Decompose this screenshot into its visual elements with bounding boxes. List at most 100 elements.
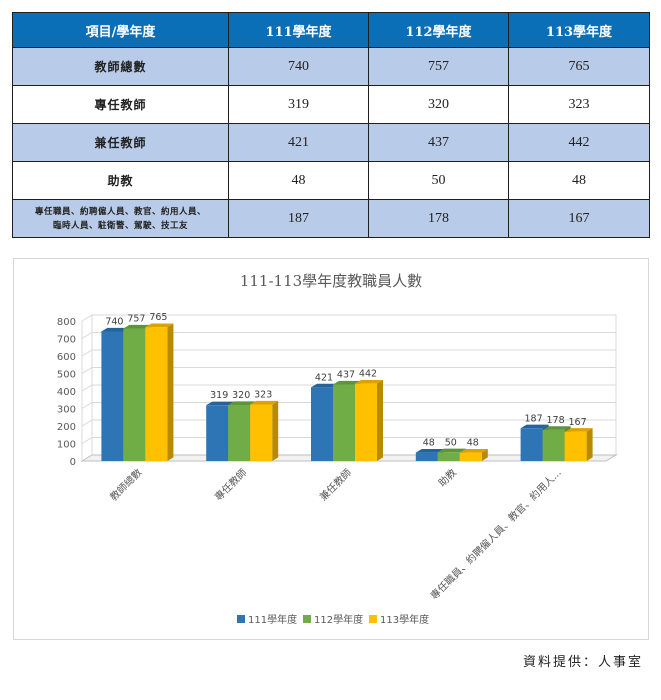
- bar-side: [377, 380, 383, 461]
- chart-container: 111-113學年度教職員人數 0 100 200 300 400 500 600 700 800…: [13, 258, 649, 640]
- y-tick-label: 800: [57, 317, 76, 328]
- cell-value: 320: [368, 85, 509, 124]
- y-tick-label: 400: [57, 387, 76, 398]
- chart-title: 111-113學年度教職員人數: [240, 272, 422, 290]
- bar-top: [250, 400, 279, 405]
- data-label: 323: [254, 389, 272, 400]
- gridline-side: [81, 437, 93, 444]
- bar-top: [520, 424, 549, 429]
- bar: [459, 452, 482, 461]
- data-label: 50: [445, 437, 457, 448]
- header-year-113: 113學年度: [508, 12, 650, 48]
- gridline-side: [81, 332, 93, 339]
- data-label: 421: [315, 372, 333, 383]
- bar: [311, 387, 333, 461]
- cell-value: 319: [228, 85, 369, 124]
- table-header-row: 項目/學年度 111學年度 112學年度 113學年度: [12, 12, 650, 48]
- header-year-112: 112學年度: [368, 12, 509, 48]
- data-label: 167: [569, 417, 587, 428]
- data-label: 442: [359, 369, 377, 380]
- bar: [520, 428, 543, 461]
- data-label: 757: [127, 314, 145, 325]
- staff-table: 項目/學年度 111學年度 112學年度 113學年度 教師總數 740 757…: [12, 12, 650, 238]
- data-label: 740: [105, 317, 123, 328]
- cell-value: 187: [228, 199, 369, 238]
- data-label: 178: [547, 415, 565, 426]
- bar: [542, 429, 565, 461]
- cell-value: 167: [508, 199, 650, 238]
- bar: [145, 327, 168, 461]
- table-row: 專任職員、約聘僱人員、教官、約用人員、 臨時人員、駐衛警、駕駛、技工友 187 …: [12, 199, 650, 238]
- bar-top: [101, 327, 130, 332]
- bar: [437, 452, 460, 461]
- cell-value: 50: [368, 161, 509, 200]
- row-label: 教師總數: [12, 47, 229, 86]
- cell-value: 437: [368, 123, 509, 162]
- table-row: 兼任教師 421 437 442: [12, 123, 650, 162]
- data-source-note: 資料提供：人事室: [522, 655, 643, 670]
- bar: [206, 405, 229, 461]
- bar: [355, 383, 377, 461]
- cell-value: 48: [228, 161, 369, 200]
- bar-top: [459, 449, 488, 453]
- bar-top: [228, 401, 257, 405]
- row-label: 專任教師: [12, 85, 229, 124]
- y-tick-label: 700: [57, 335, 76, 346]
- legend-label: 113學年度: [380, 613, 429, 626]
- cell-value: 740: [228, 47, 369, 86]
- bar: [415, 452, 438, 461]
- y-tick-label: 300: [57, 405, 76, 416]
- table-row: 教師總數 740 757 765: [12, 47, 650, 86]
- gridline-side: [81, 314, 93, 322]
- row-label-line: 專任職員、約聘僱人員、教官、約用人員、: [34, 206, 206, 217]
- bar-side: [481, 449, 488, 461]
- bar-side: [586, 428, 593, 461]
- bar: [333, 384, 355, 461]
- cell-value: 765: [508, 47, 650, 86]
- x-tick-label: 兼任教師: [317, 466, 354, 503]
- bar-top: [311, 383, 339, 388]
- y-tick-label: 200: [57, 422, 76, 433]
- header-year-111: 111學年度: [228, 12, 369, 48]
- gridline-side: [81, 384, 93, 392]
- data-label: 319: [210, 390, 228, 401]
- header-item: 項目/學年度: [12, 12, 229, 48]
- bar-top: [564, 428, 593, 432]
- bar-top: [355, 380, 383, 384]
- bar-top: [206, 401, 235, 406]
- bar-top: [145, 323, 174, 328]
- bar: [250, 404, 273, 461]
- table-row: 專任教師 319 320 323: [12, 85, 650, 124]
- legend-swatch: [369, 615, 377, 623]
- bar-top: [437, 448, 466, 453]
- bar: [101, 331, 124, 461]
- row-label: 兼任教師: [12, 123, 229, 162]
- row-label-line: 臨時人員、駐衛警、駕駛、技工友: [52, 220, 188, 231]
- cell-value: 323: [508, 85, 650, 124]
- cell-value: 48: [508, 161, 650, 200]
- data-label: 187: [525, 413, 543, 424]
- bar: [228, 405, 251, 461]
- bar-chart: 111-113學年度教職員人數 0 100 200 300 400 500 600 700 800…: [57, 272, 618, 626]
- y-tick-label: 500: [57, 370, 76, 381]
- data-label: 437: [337, 370, 355, 381]
- table-row: 助教 48 50 48: [12, 161, 650, 200]
- row-label: 專任職員、約聘僱人員、教官、約用人員、 臨時人員、駐衛警、駕駛、技工友: [12, 199, 229, 238]
- legend-swatch: [303, 615, 311, 623]
- cell-value: 757: [368, 47, 509, 86]
- bar: [564, 431, 587, 461]
- bar-top: [123, 324, 152, 329]
- legend-label: 112學年度: [314, 613, 363, 626]
- bar-side: [272, 400, 279, 461]
- bar-top: [542, 426, 571, 430]
- cell-value: 178: [368, 199, 509, 238]
- bar-top: [333, 380, 361, 385]
- y-tick-label: 600: [57, 352, 76, 363]
- legend-label: 111學年度: [248, 613, 297, 626]
- data-label: 48: [423, 438, 435, 449]
- gridline-side: [81, 349, 93, 357]
- data-label: 320: [232, 390, 250, 401]
- bar-side: [167, 323, 174, 461]
- x-tick-label: 專任職員、約聘僱人員、教官、約用人...: [428, 466, 564, 602]
- y-tick-label: 0: [70, 457, 76, 468]
